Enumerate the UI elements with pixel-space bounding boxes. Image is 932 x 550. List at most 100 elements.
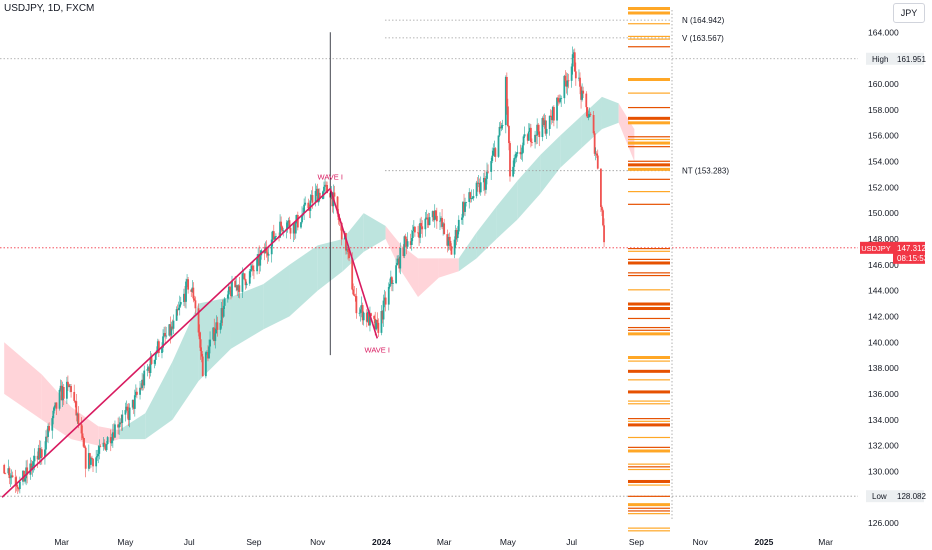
candle-body	[370, 313, 372, 316]
x-tick-label: Sep	[246, 537, 261, 547]
candle-body	[300, 222, 302, 228]
candle-body	[52, 410, 55, 419]
candle-body	[131, 399, 134, 408]
y-tick-label: 150.000	[868, 208, 899, 218]
candle-body	[132, 399, 135, 409]
candle-body	[570, 66, 573, 81]
projection-bar	[628, 121, 670, 125]
low-label-bg	[866, 490, 924, 503]
candle-body	[266, 252, 269, 256]
y-tick-label: 146.000	[868, 260, 899, 270]
candle-body	[67, 381, 69, 385]
candle-body	[237, 285, 240, 291]
candle-body	[411, 230, 414, 239]
candle-body	[200, 351, 203, 357]
candle-body	[551, 107, 554, 121]
candle-body	[111, 432, 114, 441]
candle-body	[293, 222, 296, 234]
projection-bar	[628, 23, 670, 25]
candle-body	[536, 124, 539, 136]
projection-bar	[628, 289, 670, 291]
candle-body	[426, 217, 429, 220]
cloud-segment	[4, 342, 42, 420]
candle-body	[565, 80, 568, 87]
candle-body	[354, 295, 357, 297]
candle-body	[141, 379, 144, 389]
candle-body	[465, 201, 467, 203]
candle-body	[104, 444, 107, 451]
candle-body	[207, 352, 209, 359]
candle-body	[61, 386, 64, 401]
candle-body	[512, 166, 515, 177]
candle-body	[520, 153, 523, 155]
y-tick-label: 130.000	[868, 466, 899, 476]
candle-body	[389, 277, 392, 284]
candle-body	[541, 118, 544, 138]
candle-body	[315, 188, 318, 191]
candle-body	[486, 171, 488, 179]
projection-bar	[628, 46, 670, 48]
y-tick-label: 138.000	[868, 363, 899, 373]
y-tick-label: 140.000	[868, 337, 899, 347]
candle-body	[288, 220, 291, 228]
candle-body	[198, 332, 201, 340]
candle-body	[326, 185, 329, 194]
candle-body	[229, 286, 231, 291]
candle-body	[362, 312, 365, 321]
candle-body	[556, 97, 558, 121]
projection-bar	[628, 510, 670, 512]
candle-body	[369, 313, 371, 326]
candle-body	[186, 279, 188, 282]
candle-body	[439, 220, 441, 222]
y-tick-label: 160.000	[868, 79, 899, 89]
candle-body	[482, 177, 485, 183]
candle-body	[543, 120, 546, 126]
candle-body	[523, 134, 526, 137]
candle-body	[272, 231, 275, 240]
candle-body	[534, 134, 536, 143]
candle-body	[109, 437, 112, 444]
candle-body	[190, 289, 193, 292]
candle-body	[307, 202, 310, 209]
candle-body	[323, 186, 325, 192]
candle-body	[245, 283, 248, 286]
candle-body	[456, 231, 459, 239]
high-value: 161.951	[897, 55, 926, 64]
candle-body	[560, 98, 563, 99]
candle-body	[149, 356, 152, 374]
candle-body	[538, 131, 541, 138]
candle-body	[75, 401, 78, 416]
projection-bar	[628, 513, 670, 515]
candle-body	[582, 90, 585, 94]
candle-body	[603, 225, 605, 243]
candle-body	[399, 247, 402, 269]
candle-body	[164, 333, 167, 337]
candle-body	[74, 400, 77, 402]
currency-button[interactable]: JPY	[893, 3, 925, 23]
candle-body	[150, 356, 153, 364]
candle-body	[303, 204, 306, 214]
candle-body	[263, 250, 266, 254]
candle-body	[433, 210, 436, 221]
y-tick-label: 164.000	[868, 27, 899, 37]
last-price-symbol-bg	[860, 241, 893, 254]
candle-body	[242, 273, 245, 275]
candle-body	[15, 484, 18, 487]
candle-body	[153, 359, 156, 364]
candle-body	[516, 151, 519, 154]
candle-body	[22, 470, 24, 482]
candle-body	[412, 226, 415, 231]
candle-body	[384, 297, 387, 305]
x-tick-label: Nov	[310, 537, 326, 547]
candle-body	[11, 475, 14, 478]
projection-bar	[628, 360, 670, 362]
candle-body	[432, 211, 435, 221]
candle-body	[156, 341, 159, 351]
candle-body	[102, 442, 105, 447]
candle-body	[453, 239, 456, 255]
candle-body	[26, 467, 29, 475]
candle-body	[361, 305, 364, 321]
candle-body	[53, 406, 56, 411]
candle-body	[170, 326, 173, 336]
